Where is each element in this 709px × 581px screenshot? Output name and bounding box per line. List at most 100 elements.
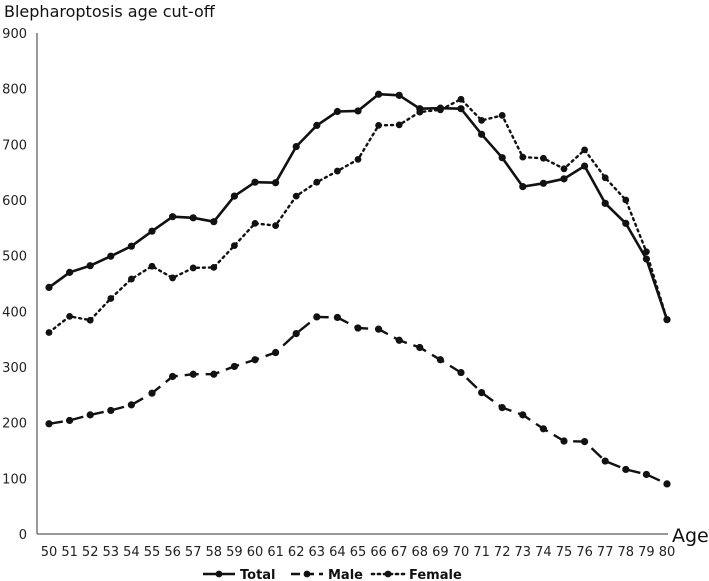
x-tick-label: 68 — [412, 545, 429, 560]
x-tick-label: 75 — [556, 545, 573, 560]
data-point-male — [375, 325, 383, 333]
data-point-male — [581, 437, 589, 446]
legend-marker — [384, 570, 392, 578]
x-tick-label: 61 — [267, 545, 284, 560]
y-tick-label: 100 — [2, 472, 27, 487]
data-point-female — [45, 329, 53, 336]
legend-item-total: Total — [203, 568, 276, 581]
x-tick-label: 55 — [144, 545, 161, 560]
data-point-female — [375, 122, 382, 129]
data-point-male — [66, 416, 74, 425]
data-point-female — [86, 316, 94, 324]
data-point-total — [457, 105, 465, 113]
data-point-male — [560, 437, 568, 445]
data-point-total — [395, 91, 403, 99]
data-point-male — [642, 470, 651, 479]
data-point-male — [395, 336, 403, 344]
data-point-total — [333, 107, 341, 116]
y-tick-label: 600 — [2, 194, 27, 209]
data-point-total — [354, 107, 362, 115]
series-line-female — [47, 97, 669, 334]
data-point-male — [663, 480, 671, 488]
data-point-total — [210, 218, 218, 226]
data-point-total — [66, 268, 74, 276]
x-tick-label: 63 — [309, 545, 326, 560]
y-tick-label: 300 — [2, 361, 27, 376]
data-point-total — [519, 183, 527, 191]
data-point-total — [127, 242, 135, 250]
data-point-male — [333, 313, 341, 322]
data-point-male — [416, 343, 424, 352]
x-tick-label: 70 — [453, 545, 470, 560]
data-point-total — [601, 199, 609, 207]
legend-item-male: Male — [291, 568, 363, 581]
data-point-female — [622, 196, 630, 204]
data-point-total — [189, 214, 197, 222]
data-point-female — [560, 165, 568, 173]
data-point-male — [313, 313, 321, 321]
x-tick-label: 59 — [226, 545, 243, 560]
data-point-total — [292, 142, 300, 151]
x-tick-label: 79 — [638, 545, 655, 560]
data-point-total — [251, 178, 259, 186]
data-point-total — [148, 227, 156, 235]
y-tick-label: 0 — [19, 528, 27, 543]
data-point-female — [395, 121, 403, 129]
x-tick-label: 80 — [659, 545, 676, 560]
x-tick-labels: 50 51 52 53 54 55 56 57 58 59 60 61 62 63 64 65 66 67 68 69… — [41, 545, 676, 560]
y-tick-label: 400 — [2, 305, 27, 320]
x-tick-label: 51 — [61, 545, 78, 560]
data-point-total — [86, 262, 94, 270]
data-point-female — [334, 167, 341, 175]
data-point-female — [148, 262, 156, 270]
data-point-male — [622, 465, 630, 474]
x-tick-label: 58 — [206, 545, 223, 560]
data-point-female — [66, 312, 73, 320]
x-tick-label: 64 — [329, 545, 346, 560]
legend-label: Total — [240, 568, 276, 581]
data-point-male — [436, 356, 444, 364]
data-point-male — [107, 406, 115, 415]
x-tick-label: 54 — [123, 545, 140, 560]
x-tick-label: 69 — [432, 545, 449, 560]
data-point-male — [210, 370, 218, 378]
data-point-total — [230, 192, 238, 200]
data-point-total — [107, 252, 115, 260]
series-group — [45, 90, 671, 488]
chart-title: Blepharoptosis age cut-off — [4, 2, 216, 21]
data-point-male — [148, 389, 156, 397]
legend-marker — [303, 570, 311, 578]
legend: Total Male Female — [203, 568, 462, 581]
data-point-female — [437, 106, 444, 114]
data-point-female — [540, 154, 547, 162]
x-axis-label: Age — [672, 525, 709, 547]
data-point-male — [539, 425, 548, 433]
data-point-female — [127, 275, 135, 283]
data-point-female — [519, 153, 527, 161]
legend-item-female: Female — [370, 568, 462, 581]
data-point-male — [601, 457, 609, 465]
data-point-total — [272, 179, 280, 187]
data-point-female — [643, 248, 650, 256]
data-point-male — [45, 420, 53, 428]
data-point-total — [622, 219, 630, 227]
data-point-total — [169, 213, 177, 221]
series-line-total — [48, 92, 669, 321]
data-point-female — [313, 178, 321, 186]
x-tick-label: 60 — [247, 545, 264, 560]
data-point-male — [519, 411, 527, 419]
data-point-female — [478, 116, 485, 124]
data-point-male — [169, 372, 177, 381]
data-point-male — [86, 411, 94, 419]
x-tick-label: 67 — [391, 545, 408, 560]
x-tick-label: 52 — [82, 545, 99, 560]
x-tick-label: 57 — [185, 545, 202, 560]
x-tick-label: 66 — [370, 545, 387, 560]
y-tick-label: 200 — [2, 417, 27, 432]
data-point-female — [663, 316, 671, 324]
data-point-male — [498, 404, 506, 412]
y-tick-labels: 0 100 200 300 400 500 600 700 800 900 — [2, 27, 27, 543]
y-tick-label: 500 — [2, 250, 27, 265]
data-point-male — [272, 348, 280, 357]
